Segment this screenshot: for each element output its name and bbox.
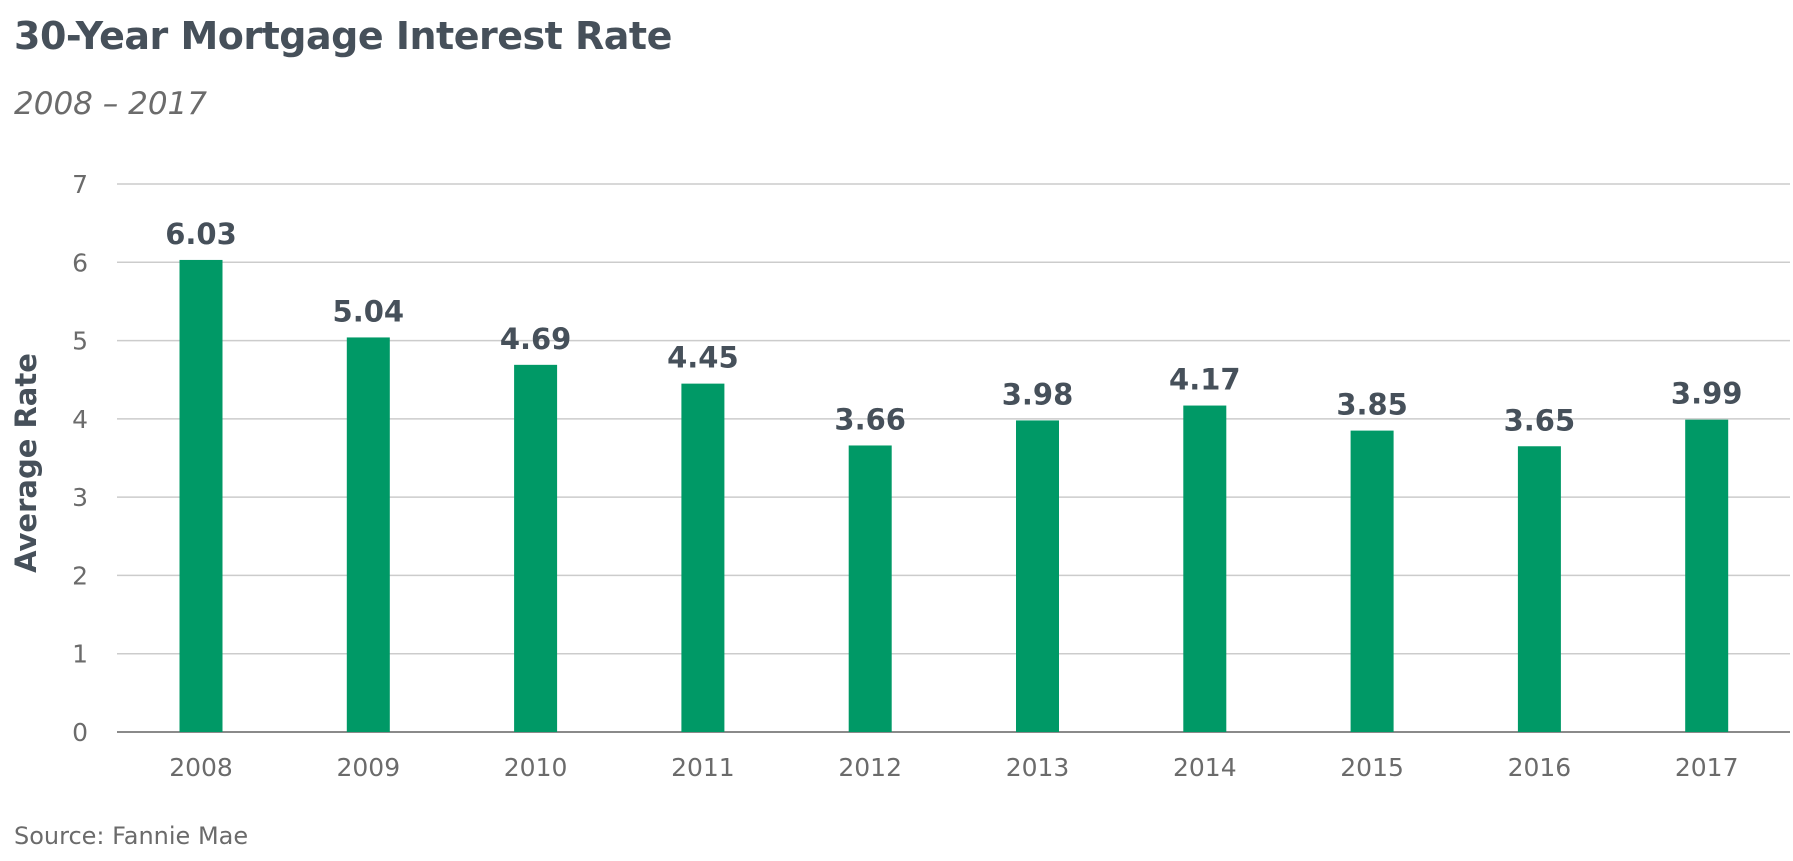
data-label-2017: 3.99	[1671, 377, 1743, 411]
bar-2015	[1350, 430, 1394, 732]
bar-2016	[1517, 446, 1561, 732]
data-label-2011: 4.45	[667, 341, 739, 375]
bar-2009	[346, 337, 390, 732]
bar-2008	[179, 259, 223, 732]
data-label-2015: 3.85	[1336, 388, 1408, 422]
data-label-2012: 3.66	[834, 402, 906, 436]
bar-2012	[848, 445, 892, 732]
x-tick-label-2017: 2017	[1675, 753, 1739, 782]
labels: 0 1 2 3 4 5 6 7 6.03 2008 5.04 2009 4.69 2010 4.45 2011…	[72, 170, 1742, 782]
x-tick-label-2010: 2010	[504, 753, 568, 782]
x-tick-label-2012: 2012	[838, 753, 902, 782]
y-tick-label: 3	[72, 483, 88, 512]
x-tick-label-2014: 2014	[1173, 753, 1237, 782]
y-tick-label: 0	[72, 718, 88, 747]
gridlines	[117, 183, 1790, 733]
bar-2011	[681, 383, 725, 732]
bar-2013	[1016, 420, 1059, 732]
y-axis-title: Average Rate	[9, 353, 43, 573]
y-tick-label: 4	[72, 405, 88, 434]
y-tick-label: 2	[72, 561, 88, 590]
x-tick-label-2008: 2008	[169, 753, 233, 782]
bar-2017	[1685, 419, 1729, 732]
bar-2010	[514, 364, 558, 732]
data-label-2013: 3.98	[1002, 377, 1074, 411]
data-label-2009: 5.04	[333, 294, 405, 328]
data-label-2010: 4.69	[500, 322, 572, 356]
x-tick-label-2013: 2013	[1006, 753, 1070, 782]
bars	[179, 259, 1729, 732]
y-tick-label: 7	[72, 170, 88, 199]
y-tick-label: 5	[72, 327, 88, 356]
x-tick-label-2011: 2011	[671, 753, 735, 782]
chart-subtitle: 2008 – 2017	[14, 86, 207, 122]
x-tick-label-2016: 2016	[1508, 753, 1572, 782]
data-label-2008: 6.03	[165, 217, 237, 251]
x-tick-label-2009: 2009	[336, 753, 400, 782]
data-label-2016: 3.65	[1504, 403, 1576, 437]
chart-title: 30-Year Mortgage Interest Rate	[14, 14, 672, 58]
bar-2014	[1183, 405, 1227, 732]
chart-source: Source: Fannie Mae	[14, 822, 249, 850]
y-tick-label: 6	[72, 248, 88, 277]
y-tick-label: 1	[72, 640, 88, 669]
x-tick-label-2015: 2015	[1340, 753, 1404, 782]
data-label-2014: 4.17	[1169, 363, 1241, 397]
